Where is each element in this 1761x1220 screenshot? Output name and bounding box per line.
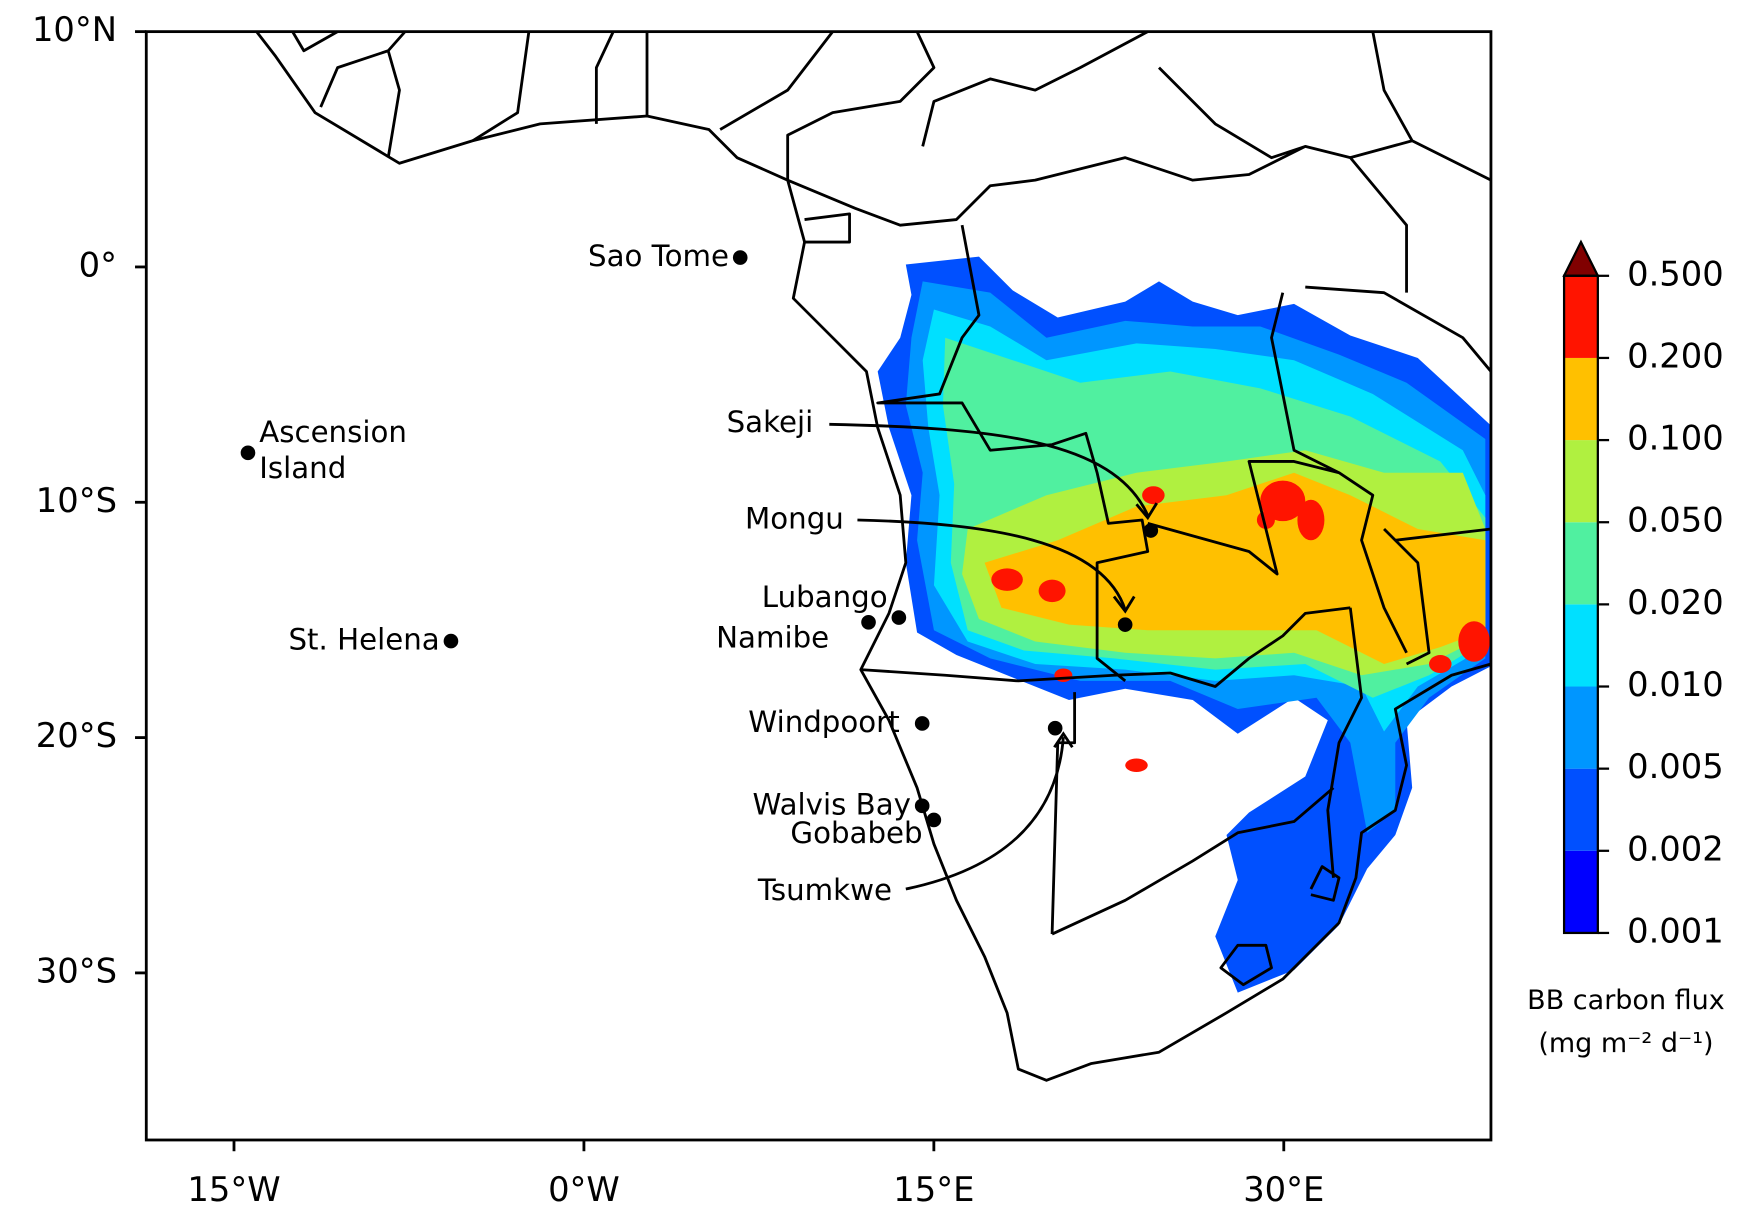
site-label: Mongu	[745, 501, 844, 535]
colorbar-bin	[1564, 440, 1598, 523]
colorbar-tick-label: 0.002	[1627, 829, 1724, 868]
country-borders	[255, 30, 1493, 1082]
colorbar-title: BB carbon flux	[1527, 985, 1725, 1016]
colorbar-tick-label: 0.001	[1627, 911, 1724, 950]
site-label: Tsumkwe	[757, 873, 892, 907]
site-marker	[891, 610, 907, 625]
site-label: Lubango	[762, 580, 888, 614]
colorbar-tick-label: 0.010	[1627, 665, 1724, 704]
y-tick-label: 20°S	[36, 716, 117, 755]
site-marker	[732, 250, 748, 265]
colorbar-bin	[1564, 768, 1598, 851]
site-marker	[914, 798, 930, 814]
site-label: Walvis Bay	[753, 787, 911, 821]
colorbar-tick-label: 0.005	[1627, 747, 1724, 786]
x-tick-label: 30°E	[1243, 1170, 1324, 1209]
colorbar-extend	[1562, 239, 1600, 277]
colorbar-tick-label: 0.050	[1627, 501, 1724, 540]
site-marker	[861, 614, 876, 630]
site-label: Gobabeb	[790, 816, 922, 850]
x-tick-label: 15°E	[893, 1170, 974, 1209]
map-frame	[144, 30, 1493, 1142]
site-label: Windpoort	[748, 705, 899, 739]
y-tick-label: 10°S	[36, 481, 117, 520]
colorbar-tick-label: 0.500	[1627, 254, 1724, 293]
x-tick-label: 0°W	[548, 1170, 620, 1209]
site-marker	[926, 812, 942, 828]
colorbar-tick-label: 0.020	[1627, 583, 1724, 622]
colorbar-tick-label: 0.100	[1627, 419, 1724, 458]
y-tick-label: 10°N	[32, 10, 117, 49]
site-label: Ascension	[259, 415, 407, 449]
colorbar-bin	[1564, 357, 1598, 441]
colorbar-bin	[1564, 604, 1598, 687]
site-marker	[1117, 617, 1133, 632]
flux-field	[877, 256, 1491, 993]
colorbar-tick-label: 0.200	[1627, 336, 1724, 375]
colorbar-bin	[1564, 275, 1598, 358]
site-marker	[914, 716, 930, 731]
site-marker	[443, 633, 459, 649]
site-marker	[1143, 523, 1159, 538]
colorbar-bin	[1564, 686, 1598, 769]
y-tick-label: 0°	[79, 245, 117, 284]
site-marker	[1047, 720, 1063, 736]
colorbar-bin	[1564, 522, 1598, 605]
site-label: Namibe	[716, 621, 829, 655]
x-tick-label: 15°W	[187, 1170, 280, 1209]
colorbar-units: (mg m⁻² d⁻¹)	[1538, 1028, 1713, 1059]
site-arrows	[829, 422, 1158, 891]
site-marker	[240, 445, 256, 461]
colorbar-bin	[1564, 850, 1598, 933]
site-label: St. Helena	[288, 623, 439, 657]
site-label: Sao Tome	[588, 239, 729, 273]
site-label: Sakeji	[727, 405, 814, 439]
y-tick-label: 30°S	[36, 951, 117, 990]
site-label: Island	[259, 451, 346, 485]
